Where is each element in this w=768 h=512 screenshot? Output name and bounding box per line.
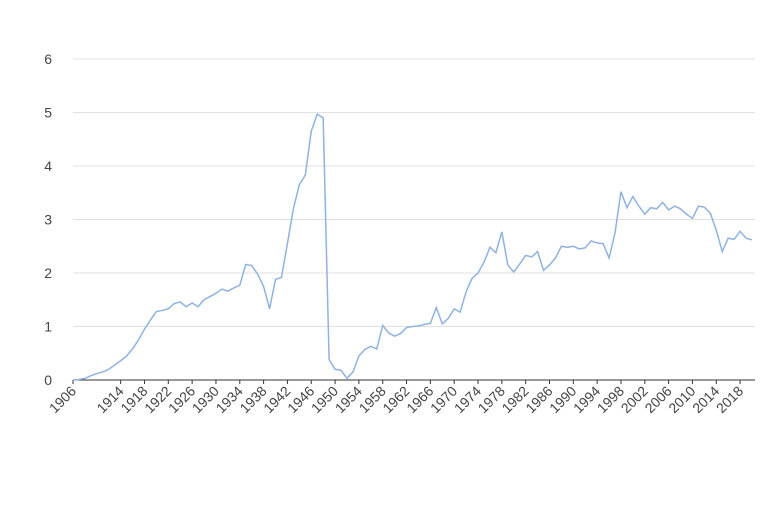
- y-tick-label: 5: [44, 105, 52, 121]
- y-tick-label: 0: [44, 372, 52, 388]
- y-tick-label: 1: [44, 319, 52, 335]
- y-tick-label: 3: [44, 212, 52, 228]
- data-line: [72, 112, 753, 381]
- y-tick-label: 2: [44, 265, 52, 281]
- x-tick-label: 2018: [713, 383, 746, 416]
- y-tick-label: 6: [44, 51, 52, 67]
- y-tick-label: 4: [44, 158, 52, 174]
